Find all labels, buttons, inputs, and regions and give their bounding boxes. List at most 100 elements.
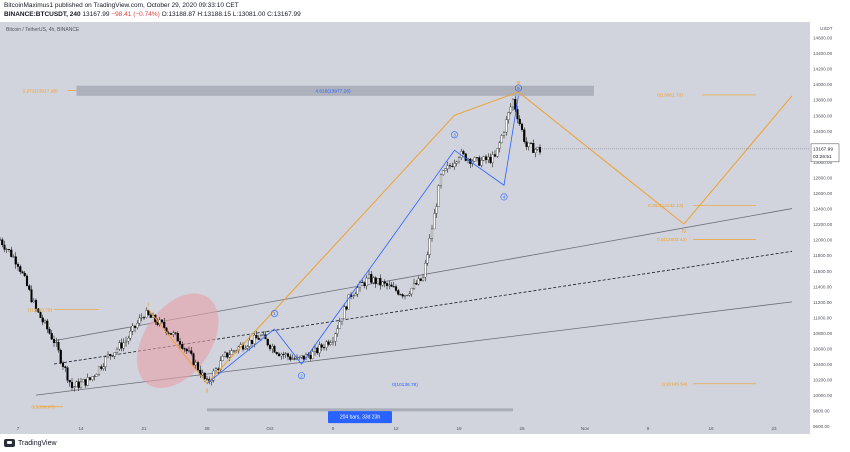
candle-body [415, 282, 418, 285]
orange-wave-count [148, 91, 793, 385]
y-tick-label: 11000.00 [813, 315, 832, 320]
resistance-zone [76, 85, 594, 96]
candle-body [7, 249, 11, 251]
candle-body [131, 325, 134, 332]
candle-body [25, 275, 29, 287]
candle-body [118, 342, 121, 350]
candle-body [246, 346, 249, 349]
candle-body [289, 356, 292, 360]
candle-body [228, 354, 231, 358]
time-axis [0, 434, 850, 437]
candle-body [214, 368, 218, 372]
candle-body [453, 163, 456, 167]
candle-body [196, 362, 200, 371]
candle-body [124, 340, 128, 343]
candle-body [331, 341, 335, 343]
candle-body [194, 362, 197, 366]
candle-body [507, 112, 510, 120]
candle-body [298, 356, 301, 358]
wave-label-orange: I [148, 303, 149, 309]
candle-body [68, 380, 71, 383]
bars-range-tag [328, 411, 392, 424]
candle-body [122, 342, 125, 349]
candle-body [73, 386, 76, 388]
candle-body [322, 347, 326, 349]
candle-body [250, 339, 254, 344]
candle-body [1, 239, 4, 246]
candle-body [455, 161, 458, 164]
y-tick-label: 13400.00 [813, 129, 833, 134]
candle-body [55, 342, 58, 344]
candle-body [205, 378, 209, 380]
candle-body [43, 320, 47, 323]
candle-body [390, 284, 393, 287]
candle-body [484, 156, 488, 161]
candle-body [0, 239, 2, 241]
candle-body [156, 321, 159, 325]
tradingview-logo[interactable]: TradingView [4, 439, 57, 447]
candle-body [408, 293, 411, 296]
candle-body [340, 318, 344, 322]
candle-body [145, 310, 148, 318]
wave-label-orange: III [516, 81, 520, 87]
candle-body [30, 289, 33, 303]
candle-body [325, 341, 328, 348]
candle-body [365, 277, 368, 287]
candle-body [345, 306, 348, 310]
price-tag-value: 13167.99 [813, 146, 833, 152]
candle-body [52, 339, 56, 344]
y-tick-label: 12800.00 [813, 175, 833, 180]
candle-body [347, 294, 350, 310]
fib-label: 2.272(13917.98) [23, 88, 59, 94]
candle-body [318, 344, 321, 354]
candle-body [253, 334, 256, 344]
y-tick-label: 10600.00 [813, 346, 833, 351]
candle-body [523, 129, 526, 142]
candle-body [138, 317, 141, 324]
candle-body [187, 350, 191, 352]
wave-label-blue: 3 [453, 132, 456, 137]
candle-body [356, 287, 359, 295]
candle-body [97, 366, 101, 375]
candle-body [37, 308, 40, 313]
candle-body [70, 381, 74, 388]
price-chart[interactable]: 9600.009800.0010000.0010200.0010400.0010… [0, 22, 850, 437]
candle-body [381, 281, 384, 286]
candle-body [424, 263, 427, 278]
candle-body [478, 157, 481, 166]
candle-body [421, 277, 425, 281]
candle-body [61, 362, 65, 367]
x-tick-label: 19 [456, 426, 462, 431]
candle-body [57, 342, 60, 351]
price-tag[interactable] [810, 143, 840, 163]
candle-body [502, 132, 506, 136]
candle-body [516, 109, 519, 120]
candle-body [473, 157, 476, 162]
candle-body [406, 294, 409, 296]
candle-body [10, 249, 13, 257]
wave-label-blue: 1 [273, 311, 276, 316]
candle-body [275, 352, 278, 354]
candle-body [271, 346, 274, 349]
candle-body [374, 277, 377, 284]
x-tick-label: 21 [141, 426, 147, 431]
last-price: 13167.99 [82, 11, 110, 18]
candle-body [536, 147, 539, 150]
fib-label: 1(11100.79) [27, 307, 53, 313]
candle-body [48, 328, 51, 334]
y-tick-label: 13600.00 [813, 113, 833, 118]
candle-body [169, 333, 173, 335]
candle-body [75, 381, 78, 387]
candle-body [106, 354, 110, 358]
candle-body [232, 350, 236, 352]
candle-body [498, 142, 501, 149]
bars-range-bar [207, 408, 513, 412]
price-axis [810, 22, 850, 437]
candle-body [489, 156, 492, 163]
candle-body [280, 354, 283, 357]
x-tick-label: 7 [17, 426, 20, 431]
y-tick-label: 12600.00 [813, 191, 833, 196]
candle-body [268, 344, 272, 349]
candle-body [327, 341, 330, 345]
candle-body [334, 333, 337, 342]
